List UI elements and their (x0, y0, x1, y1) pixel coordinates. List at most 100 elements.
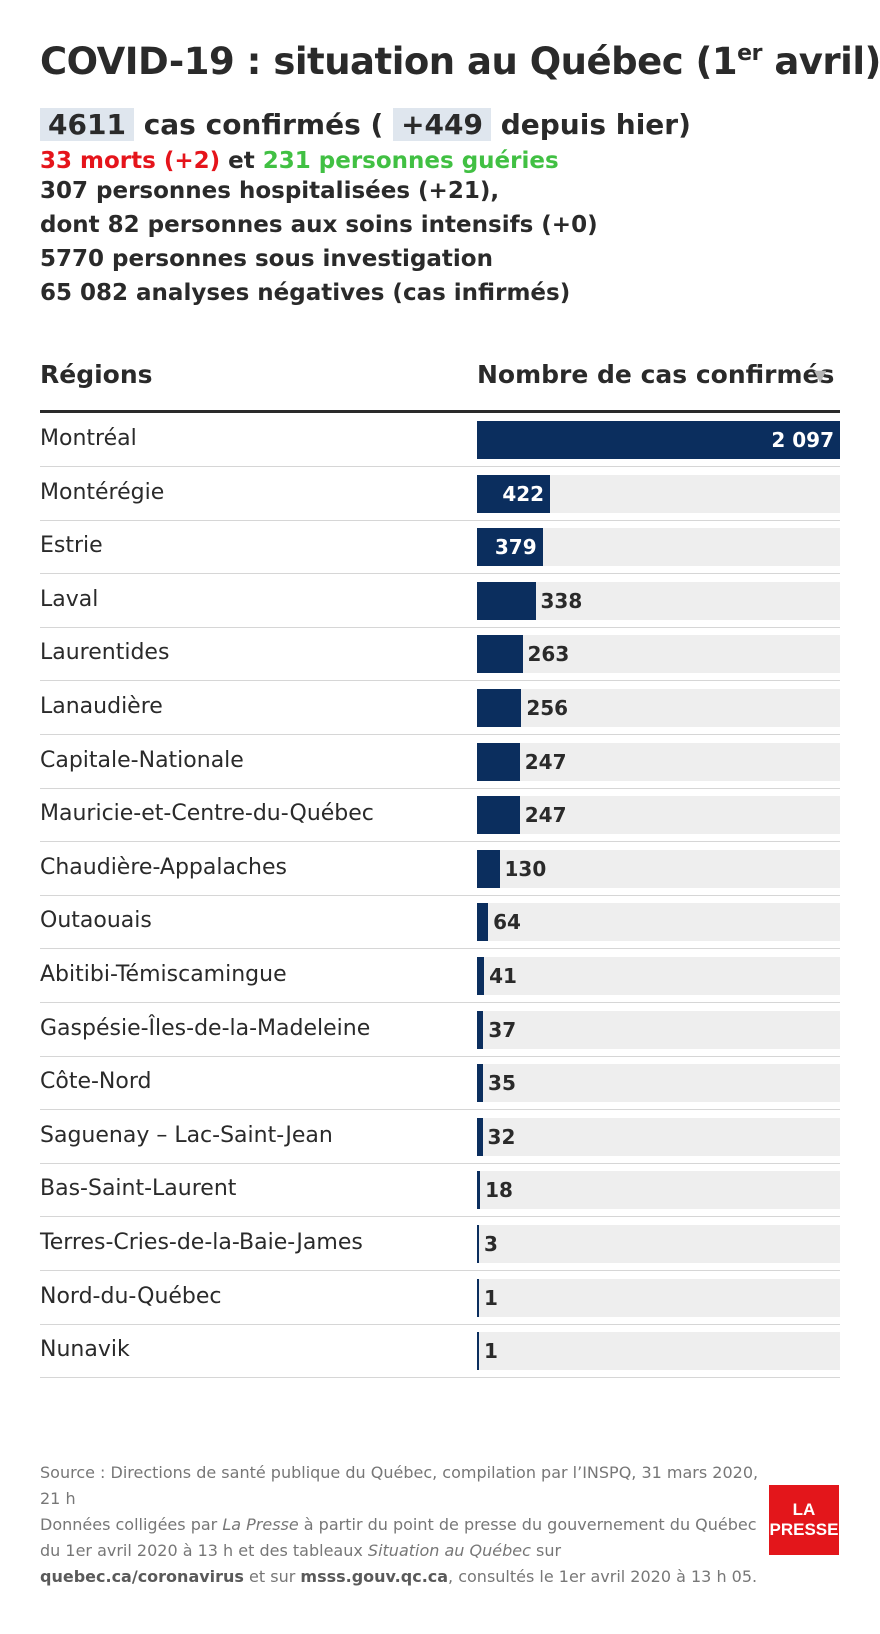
region-label: Laval (40, 586, 99, 612)
column-header-regions: Régions (40, 360, 153, 389)
region-label: Saguenay – Lac-Saint-Jean (40, 1122, 333, 1148)
bar-value-label: 41 (489, 964, 517, 988)
region-label: Lanaudière (40, 694, 163, 719)
bar (477, 1225, 479, 1263)
bar (477, 1010, 484, 1049)
deaths-count: 33 morts (+2) (40, 148, 221, 174)
sort-arrow-icon[interactable]: ▼ (814, 366, 827, 385)
row-divider (40, 519, 840, 521)
title-superscript: er (737, 41, 762, 66)
region-label: Nunavik (40, 1337, 130, 1363)
cases-line: 4611 cas confirmés ( +449 depuis hier) (40, 108, 691, 148)
data-note: Données colligées par La Presse à partir… (40, 1512, 760, 1590)
bar-track (477, 796, 840, 835)
bar-track (477, 689, 840, 727)
data-note-b: à partir du point de presse du gouvernem… (40, 1515, 757, 1560)
bar-value-label: 247 (524, 803, 567, 828)
bar (477, 689, 522, 727)
region-label: Mauricie-et-Centre-du-Québec (40, 801, 374, 827)
row-divider (40, 1055, 840, 1057)
recovered-count: 231 personnes guéries (262, 148, 559, 174)
la-presse-logo: LA PRESSE (769, 1485, 839, 1555)
summary: 4611 cas confirmés ( +449 depuis hier) 3… (40, 108, 691, 310)
data-note-lapresse: La Presse (222, 1515, 299, 1534)
row-divider (40, 734, 840, 735)
bar-value-label: 18 (485, 1178, 513, 1203)
link-quebec[interactable]: quebec.ca/coronavirus (40, 1567, 244, 1586)
investigation-stat: 5770 personnes sous investigation (40, 246, 493, 272)
data-note-e: , consultés le 1er avril 2020 à 13 h 05. (448, 1567, 758, 1586)
row-divider (40, 1162, 840, 1164)
column-header-cases[interactable]: Nombre de cas confirmés (477, 360, 835, 389)
bar-track (477, 1225, 840, 1263)
bar-track (477, 742, 840, 781)
data-note-a: Données colligées par (40, 1515, 223, 1534)
row-divider (40, 894, 840, 896)
bar-track (477, 581, 840, 620)
title-main: COVID-19 : situation au Québec (1 (40, 40, 738, 83)
cases-text: cas confirmés ( (143, 108, 384, 141)
bar (477, 796, 520, 835)
bar (477, 1171, 481, 1210)
header-divider (40, 410, 840, 413)
bar (477, 1064, 484, 1103)
bar (477, 1278, 479, 1317)
intensive-care-stat: dont 82 personnes aux soins intensifs (+… (40, 212, 598, 238)
bar (477, 421, 840, 459)
region-label: Nord-du-Québec (40, 1283, 222, 1309)
bar-track (477, 1332, 840, 1371)
data-note-situation: Situation au Québec (367, 1541, 531, 1560)
bar (477, 742, 520, 781)
bar-track (477, 1171, 840, 1210)
row-divider (40, 466, 840, 467)
logo-presse: PRESSE (769, 1520, 839, 1539)
bar-value-label: 3 (484, 1232, 498, 1256)
bar-track (477, 849, 840, 888)
bar (477, 903, 489, 942)
region-label: Montérégie (40, 479, 165, 505)
bar-value-label: 1 (484, 1339, 498, 1364)
cases-count: 4611 (40, 108, 134, 141)
bar-track (477, 1010, 840, 1049)
bar-value-label: 263 (527, 642, 570, 667)
region-label: Terres-Cries-de-la-Baie-James (40, 1230, 363, 1255)
footer-notes: Source : Directions de santé publique du… (40, 1460, 760, 1590)
row-divider (40, 573, 840, 575)
bar (477, 1332, 479, 1371)
row-divider (40, 841, 840, 843)
row-divider (40, 1377, 840, 1379)
region-label: Outaouais (40, 908, 152, 934)
region-label: Abitibi-Témiscamingue (40, 962, 287, 987)
bar-track (477, 1064, 840, 1103)
bar-value-label: 338 (540, 588, 583, 613)
row-divider (40, 1323, 840, 1325)
hospitalized-stat: 307 personnes hospitalisées (+21), (40, 178, 500, 204)
bar (477, 957, 485, 995)
bar-value-label: 379 (494, 535, 537, 560)
row-divider (40, 787, 840, 789)
region-label: Estrie (40, 533, 103, 559)
region-label: Capitale-Nationale (40, 747, 244, 773)
bar-value-label: 130 (504, 856, 547, 881)
bar-value-label: 37 (488, 1017, 517, 1042)
region-label: Gaspésie-Îles-de-la-Madeleine (40, 1015, 371, 1041)
bar-value-label: 32 (487, 1124, 516, 1149)
region-label: Laurentides (40, 640, 170, 666)
source-note: Source : Directions de santé publique du… (40, 1463, 759, 1508)
negative-tests-stat: 65 082 analyses négatives (cas infirmés) (40, 280, 571, 306)
bar-value-label: 35 (488, 1071, 516, 1096)
cases-increase: +449 (393, 108, 491, 141)
bar (477, 1117, 483, 1156)
row-divider (40, 1216, 840, 1218)
link-msss[interactable]: msss.gouv.qc.ca (300, 1567, 449, 1586)
bar (477, 849, 500, 888)
data-note-d: et sur (243, 1567, 301, 1586)
bar (477, 581, 536, 620)
page-title: COVID-19 : situation au Québec (1er avri… (40, 40, 880, 83)
title-end: avril) (761, 40, 880, 83)
region-label: Côte-Nord (40, 1069, 152, 1095)
region-label: Montréal (40, 426, 137, 451)
bar-value-label: 256 (526, 696, 569, 720)
row-divider (40, 626, 840, 628)
bar (477, 635, 523, 674)
